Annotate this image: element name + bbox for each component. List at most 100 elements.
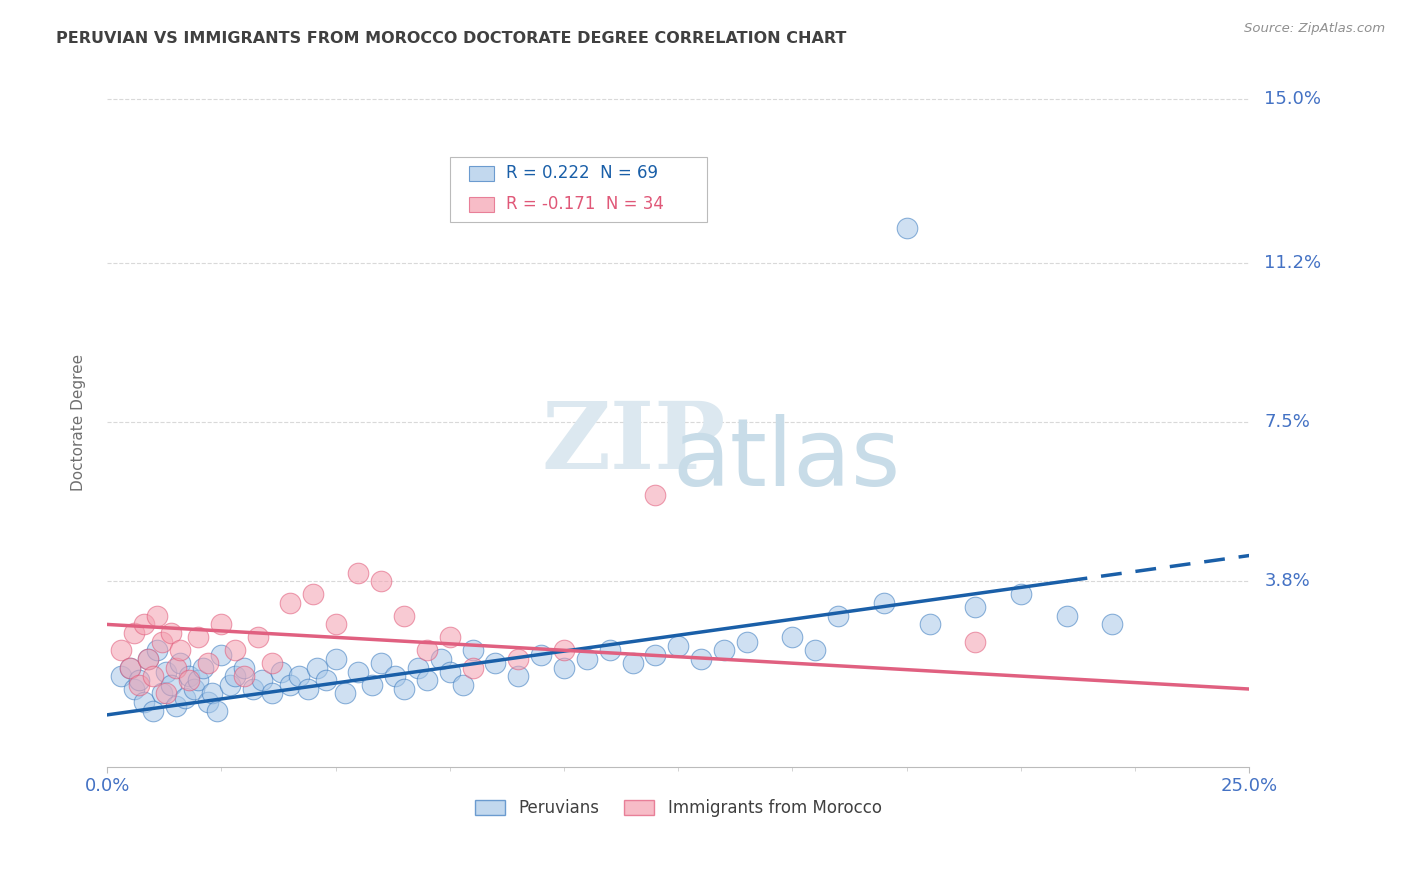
Point [169, 656, 191, 670]
Point [827, 608, 849, 623]
Point [918, 617, 941, 632]
Point [406, 660, 429, 674]
Point [191, 660, 214, 674]
Point [160, 678, 183, 692]
Point [242, 681, 264, 696]
Point [301, 587, 323, 601]
Point [173, 690, 195, 705]
Text: R = -0.171  N = 34: R = -0.171 N = 34 [506, 195, 664, 213]
Point [118, 660, 141, 674]
Text: Source: ZipAtlas.com: Source: ZipAtlas.com [1244, 22, 1385, 36]
Point [260, 686, 283, 700]
Point [197, 695, 219, 709]
Text: 7.5%: 7.5% [1264, 413, 1310, 431]
Y-axis label: Doctorate Degree: Doctorate Degree [72, 353, 86, 491]
Text: 3.8%: 3.8% [1264, 573, 1310, 591]
Point [297, 681, 319, 696]
Point [965, 634, 987, 648]
Point [187, 631, 209, 645]
Point [965, 600, 987, 615]
Point [110, 669, 132, 683]
Point [370, 574, 392, 589]
Point [461, 660, 484, 674]
Point [599, 643, 621, 657]
Point [453, 678, 475, 692]
Point [252, 673, 274, 688]
Point [128, 678, 150, 692]
Point [278, 678, 301, 692]
Point [142, 669, 165, 683]
FancyBboxPatch shape [470, 196, 495, 211]
Point [165, 699, 187, 714]
Point [347, 665, 370, 679]
Point [233, 660, 256, 674]
Point [621, 656, 644, 670]
Point [384, 669, 406, 683]
Point [146, 608, 169, 623]
Point [224, 669, 246, 683]
Point [713, 643, 735, 657]
Point [197, 656, 219, 670]
Point [136, 652, 159, 666]
Point [1010, 587, 1032, 601]
Point [142, 704, 165, 718]
Point [439, 631, 461, 645]
Point [124, 626, 146, 640]
Point [132, 617, 155, 632]
Point [209, 648, 232, 662]
Point [370, 656, 392, 670]
Point [132, 695, 155, 709]
Text: PERUVIAN VS IMMIGRANTS FROM MOROCCO DOCTORATE DEGREE CORRELATION CHART: PERUVIAN VS IMMIGRANTS FROM MOROCCO DOCT… [56, 31, 846, 46]
Point [361, 678, 384, 692]
Point [219, 678, 242, 692]
Point [160, 626, 183, 640]
Point [136, 652, 159, 666]
Point [209, 617, 232, 632]
Point [315, 673, 337, 688]
Point [128, 673, 150, 688]
FancyBboxPatch shape [450, 157, 707, 222]
Point [1101, 617, 1123, 632]
Point [896, 221, 918, 235]
Text: 15.0%: 15.0% [1264, 90, 1322, 108]
Point [553, 660, 575, 674]
FancyBboxPatch shape [470, 166, 495, 181]
Point [325, 652, 347, 666]
Point [307, 660, 329, 674]
Legend: Peruvians, Immigrants from Morocco: Peruvians, Immigrants from Morocco [468, 792, 889, 823]
Text: 11.2%: 11.2% [1264, 253, 1322, 272]
Point [782, 631, 804, 645]
Point [1056, 608, 1078, 623]
Point [690, 652, 713, 666]
Point [325, 617, 347, 632]
Text: atlas: atlas [672, 414, 901, 506]
Point [508, 669, 530, 683]
Point [233, 669, 256, 683]
Point [110, 643, 132, 657]
Point [644, 648, 666, 662]
Point [124, 681, 146, 696]
Point [183, 681, 205, 696]
Point [575, 652, 598, 666]
Point [155, 665, 177, 679]
Point [146, 643, 169, 657]
Point [804, 643, 827, 657]
Point [169, 643, 191, 657]
Point [224, 643, 246, 657]
Point [553, 643, 575, 657]
Point [644, 488, 666, 502]
Point [666, 639, 689, 653]
Point [439, 665, 461, 679]
Point [260, 656, 283, 670]
Point [155, 686, 177, 700]
Point [735, 634, 758, 648]
Point [416, 673, 439, 688]
Point [150, 634, 173, 648]
Point [278, 596, 301, 610]
Point [333, 686, 356, 700]
Point [179, 669, 201, 683]
Point [150, 686, 173, 700]
Text: ZIP: ZIP [541, 398, 725, 488]
Point [165, 660, 187, 674]
Point [461, 643, 484, 657]
